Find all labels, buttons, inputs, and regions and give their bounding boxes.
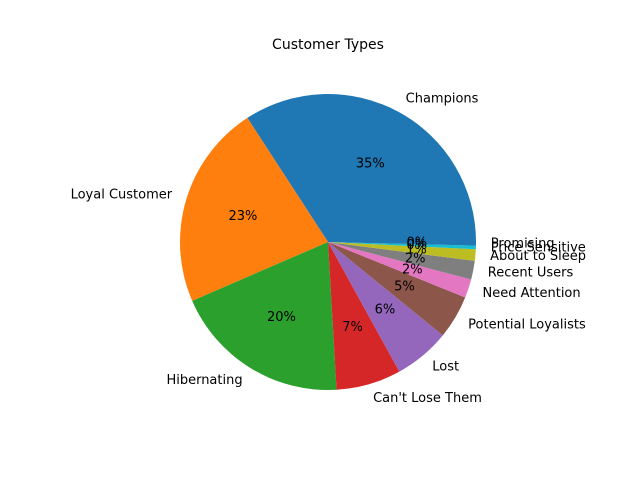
pie-slice — [328, 242, 477, 246]
percent-labels: 35%23%20%7%6%5%2%2%1%0%0% — [229, 156, 428, 334]
pie-slice — [328, 242, 400, 390]
pie-slice — [328, 242, 472, 298]
percent-label: 20% — [267, 310, 296, 325]
pie-slice — [192, 242, 337, 390]
slice-label: Hibernating — [166, 373, 242, 388]
slice-label: Loyal Customer — [71, 188, 173, 203]
percent-label: 5% — [394, 280, 415, 295]
chart-title: Customer Types — [272, 37, 384, 53]
pie-slice — [328, 242, 443, 372]
percent-label: 1% — [406, 242, 427, 257]
slice-label: Champions — [406, 91, 479, 106]
pie-slice — [328, 242, 466, 336]
slice-label: Potential Loyalists — [468, 317, 586, 332]
percent-label: 6% — [375, 303, 396, 318]
slice-label: Recent Users — [488, 266, 574, 281]
percent-label: 2% — [402, 262, 423, 277]
pie-slice — [328, 242, 476, 261]
slice-label: Need Attention — [483, 286, 581, 301]
slice-label: Lost — [432, 360, 459, 375]
pie-slice — [328, 242, 476, 250]
percent-label: 0% — [406, 238, 427, 253]
pie-slices — [180, 94, 477, 390]
slice-labels: Champions Loyal Customer Hibernating Can't … — [71, 91, 586, 406]
pie-slice — [180, 117, 328, 301]
percent-label: 35% — [356, 156, 385, 171]
slice-label: Promising — [491, 236, 555, 251]
pie-slice — [328, 242, 475, 280]
slice-label: About to Sleep — [490, 249, 586, 264]
slice-label: Can't Lose Them — [373, 391, 482, 406]
pie-slice — [247, 94, 476, 242]
percent-label: 2% — [405, 251, 426, 266]
percent-label: 23% — [229, 209, 258, 224]
slice-label: Price Sensitive — [491, 240, 586, 255]
percent-label: 0% — [406, 236, 427, 251]
percent-label: 7% — [342, 320, 363, 335]
